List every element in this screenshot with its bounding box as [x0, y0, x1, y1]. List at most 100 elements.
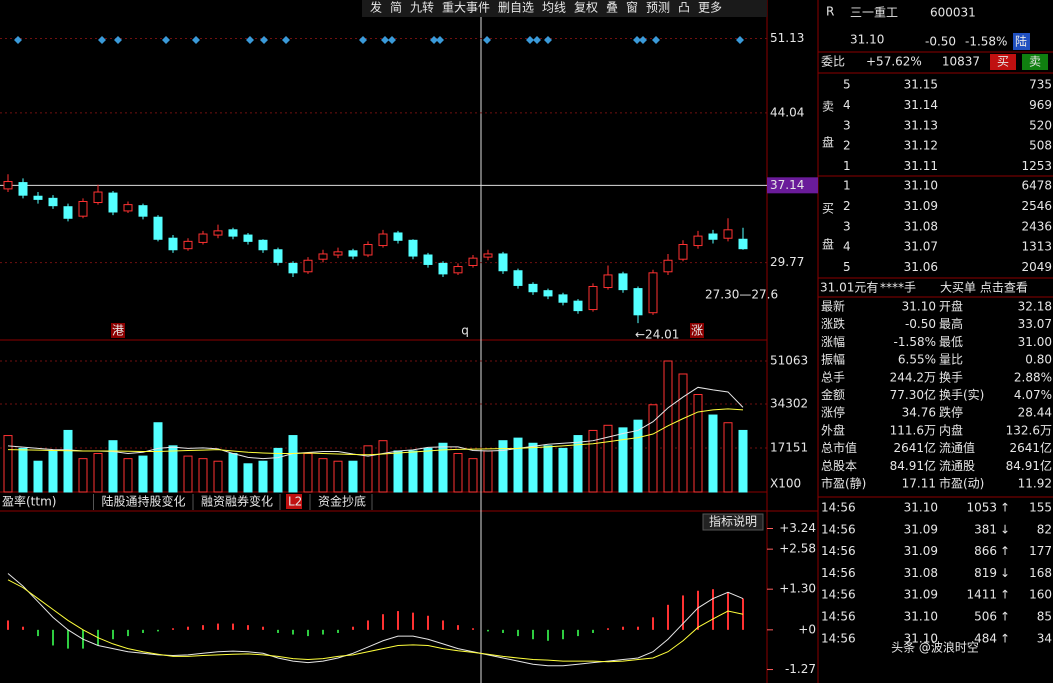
event-marker[interactable] — [544, 36, 552, 44]
event-marker[interactable] — [483, 36, 491, 44]
event-marker[interactable] — [359, 36, 367, 44]
event-marker[interactable] — [736, 36, 744, 44]
event-marker[interactable] — [246, 36, 254, 44]
toolbar-button[interactable]: 预测 — [646, 1, 670, 15]
tab[interactable]: 盈率(ttm) — [2, 494, 56, 509]
side-label: 卖 — [822, 100, 834, 114]
level-volume: 1253 — [1021, 159, 1052, 173]
toolbar-button[interactable]: 简 — [390, 1, 402, 15]
volume-bar — [168, 445, 178, 493]
toolbar-button[interactable]: 均线 — [542, 1, 566, 15]
event-marker[interactable] — [114, 36, 122, 44]
tick-volume: 1053 — [966, 501, 997, 515]
unit-label: X100 — [770, 477, 801, 491]
big-order: ****手 — [880, 281, 916, 295]
tick-count: 160 — [1029, 588, 1052, 602]
toolbar-button[interactable]: 重大事件 — [442, 1, 490, 15]
toolbar-button[interactable]: 凸 — [678, 1, 690, 15]
event-label[interactable]: 涨 — [691, 323, 703, 338]
level-price: 31.10 — [904, 179, 938, 193]
event-marker[interactable] — [639, 36, 647, 44]
toolbar-button[interactable]: 叠 — [606, 1, 618, 15]
stat-value: 32.18 — [1018, 300, 1052, 314]
volume-bar — [558, 447, 568, 493]
stat-value: 0.80 — [1025, 353, 1052, 367]
stat-label: 开盘 — [939, 299, 963, 314]
event-marker[interactable] — [430, 36, 438, 44]
event-marker[interactable] — [260, 36, 268, 44]
event-marker[interactable] — [162, 36, 170, 44]
tab[interactable]: 陆股通持股变化 — [102, 494, 186, 509]
level: 5 — [843, 260, 851, 274]
volume-bar — [468, 458, 478, 493]
crosshair-label-bg — [767, 177, 818, 194]
event-marker[interactable] — [388, 36, 396, 44]
tab[interactable]: L2 — [288, 495, 302, 509]
annotation: ←24.01 — [635, 328, 679, 342]
level-price: 31.06 — [904, 260, 938, 274]
tick-count: 34 — [1037, 631, 1052, 645]
stat-value: -1.58% — [894, 335, 936, 349]
toolbar-button[interactable]: 更多 — [698, 1, 722, 15]
buy-button[interactable]: 买 — [997, 55, 1009, 69]
candle-body — [258, 239, 268, 251]
event-marker[interactable] — [526, 36, 534, 44]
last-price: 31.10 — [850, 33, 884, 47]
volume-bar — [93, 453, 103, 493]
volume-bar — [423, 447, 433, 493]
candle-body — [723, 229, 733, 239]
tab[interactable]: 融资融券变化 — [201, 494, 273, 509]
tick-price: 31.09 — [904, 588, 938, 602]
candle-body — [153, 216, 163, 240]
candle-body — [213, 230, 223, 236]
stat-label: 最新 — [821, 299, 845, 314]
stat-label: 市盈(动) — [939, 476, 984, 491]
event-marker[interactable] — [192, 36, 200, 44]
event-marker[interactable] — [381, 36, 389, 44]
candle-body — [303, 259, 313, 273]
toolbar-button[interactable]: 窗 — [626, 1, 638, 15]
volume-bar — [498, 440, 508, 493]
event-marker[interactable] — [98, 36, 106, 44]
stat-value: 244.2万 — [890, 370, 936, 384]
toolbar-button[interactable]: 复权 — [574, 1, 598, 15]
candle-body — [573, 300, 583, 312]
badge: 陆 — [1015, 34, 1027, 49]
tick-time: 14:56 — [821, 631, 856, 645]
toolbar-button[interactable]: 删自选 — [498, 1, 534, 15]
toolbar-button[interactable]: 发 — [370, 0, 382, 15]
level: 2 — [843, 199, 851, 213]
event-marker[interactable] — [633, 36, 641, 44]
y-tick-label: 17151 — [770, 441, 808, 455]
candle-body — [513, 270, 523, 286]
help-button[interactable]: 指标说明 — [709, 514, 757, 529]
event-marker[interactable] — [436, 36, 444, 44]
event-label[interactable]: q — [461, 324, 469, 338]
y-tick-label: 44.04 — [770, 105, 804, 119]
event-marker[interactable] — [652, 36, 660, 44]
volume-bar — [153, 422, 163, 493]
candle-body — [108, 192, 118, 213]
toolbar-button[interactable]: 九转 — [410, 0, 434, 15]
candle-body — [168, 237, 178, 251]
tick-time: 14:56 — [821, 610, 856, 624]
sell-button[interactable]: 卖 — [1029, 55, 1041, 69]
event-marker[interactable] — [533, 36, 541, 44]
event-marker[interactable] — [282, 36, 290, 44]
sell-button-bg — [1022, 54, 1048, 70]
event-marker[interactable] — [14, 36, 22, 44]
tab[interactable]: 资金抄底 — [318, 494, 366, 509]
event-label[interactable]: 港 — [112, 324, 124, 338]
change: -0.50 — [925, 35, 956, 49]
stock-code: 600031 — [930, 6, 976, 20]
volume-bar — [708, 414, 718, 493]
candle-body — [183, 240, 193, 250]
volume-bar — [348, 460, 358, 493]
big-order-link[interactable]: 大买单 点击查看 — [940, 281, 1028, 295]
y-tick-label: -1.27 — [785, 662, 816, 676]
candle-body — [603, 274, 613, 289]
candle-body — [633, 288, 643, 316]
volume-bar — [198, 458, 208, 493]
stat-value: 11.92 — [1018, 477, 1052, 491]
level-price: 31.14 — [904, 98, 938, 112]
